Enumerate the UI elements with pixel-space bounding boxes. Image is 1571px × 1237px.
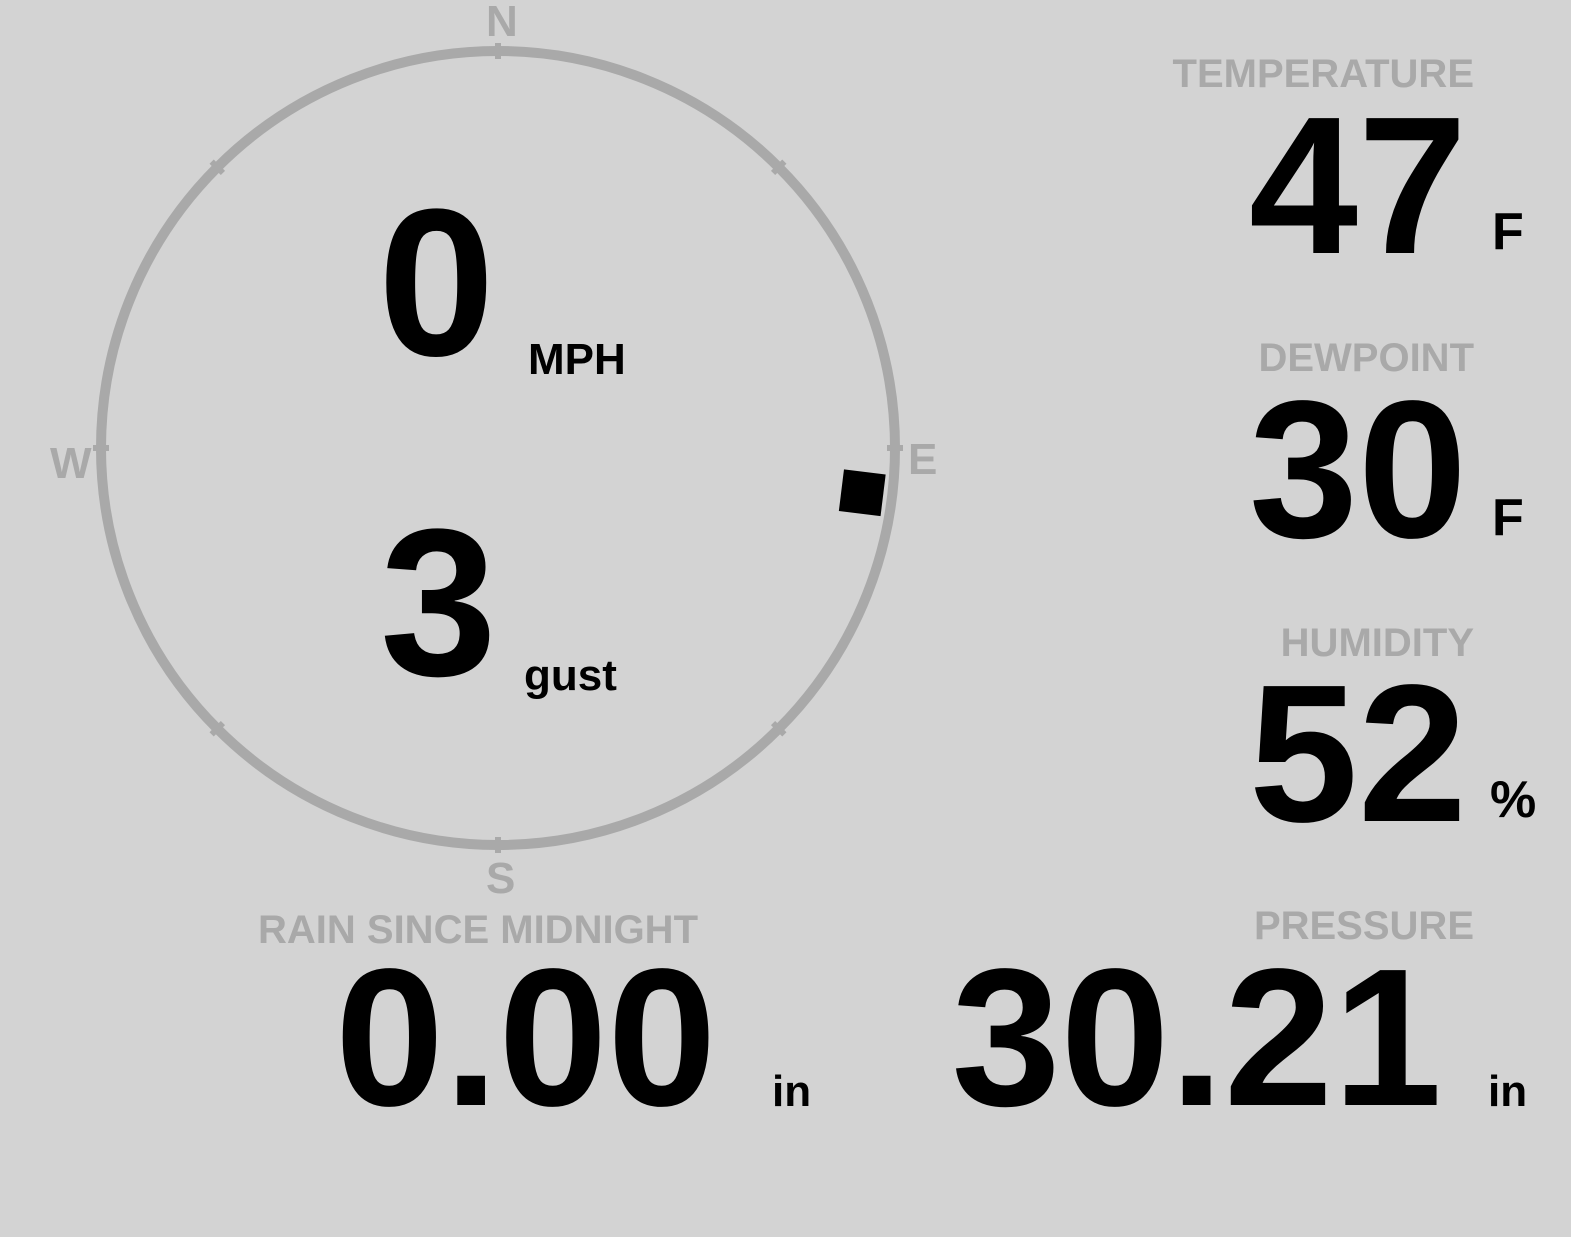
compass-south-label: S [486,854,516,903]
humidity-value: 52 [1248,644,1467,863]
compass-tick [209,159,226,176]
compass-tick [770,720,787,737]
humidity-unit: % [1490,771,1537,829]
temperature-value: 47 [1248,76,1467,295]
compass-east-label: E [908,435,938,484]
dewpoint-label: DEWPOINT [1258,336,1474,380]
compass-west-label: W [50,439,92,488]
temperature-label: TEMPERATURE [1172,52,1474,96]
compass-north-label: N [486,0,518,46]
wind-speed-unit: MPH [528,335,626,384]
dewpoint-value: 30 [1248,360,1467,579]
rain-unit: in [772,1067,812,1116]
dewpoint-unit: F [1492,489,1524,547]
pressure-unit: in [1488,1067,1528,1116]
humidity-label: HUMIDITY [1280,621,1474,665]
wind-gust-unit: gust [524,651,617,700]
rain-label: RAIN SINCE MIDNIGHT [258,908,698,952]
wind-direction-marker [838,469,886,517]
pressure-label: PRESSURE [1253,904,1474,948]
compass-tick [770,159,787,176]
pressure-value: 30.21 [951,928,1442,1147]
wind-gust-value: 3 [380,485,497,720]
compass-tick [209,720,226,737]
temperature-unit: F [1492,203,1524,261]
wind-speed-value: 0 [378,165,495,400]
rain-value: 0.00 [335,928,717,1147]
